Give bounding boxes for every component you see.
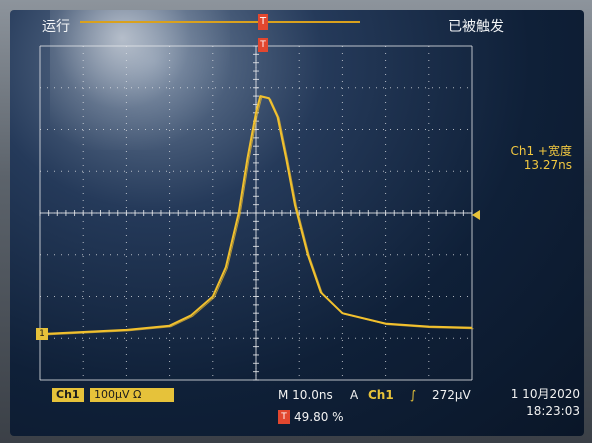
channel-ground-marker: 1 [36,328,48,340]
horizontal-position-icon: T [278,410,290,424]
trigger-position-marker: T [258,38,268,52]
time-base-readout: M 10.0ns [278,388,333,402]
measurement-label: Ch1 +宽度 [510,144,573,158]
graticule-and-waveform [39,45,474,381]
date-readout: 1 10月2020 [510,387,580,401]
trigger-edge-icon: ∫ [410,388,417,402]
acquisition-status: 运行 [42,19,70,35]
measurement-value: 13.27ns [523,158,572,172]
status-bar: Ch1 100μV Ω M 10.0ns A Ch1 ∫ 272μV T 49.… [10,386,584,436]
trigger-sequence: A [350,388,359,402]
trigger-source: Ch1 [368,388,394,402]
scope-screen: 运行 T 已被触发 T 1 Ch1 +宽度 13.27ns Ch1 100μV … [10,10,584,436]
waveform-trace-echo [41,96,474,336]
channel-label: Ch1 [52,388,84,402]
trigger-level: 272μV [432,388,471,402]
channel-scale: 100μV Ω [90,388,174,402]
horizontal-position: 49.80 % [294,410,344,424]
record-position-bar [80,21,360,23]
trigger-level-arrow [472,210,480,220]
time-readout: 18:23:03 [526,404,580,418]
channel-impedance: Ω [133,388,142,401]
measurement-readout: Ch1 +宽度 13.27ns [488,144,573,172]
channel-scale-value: 100μV [94,388,130,401]
trigger-position-top-marker: T [258,14,268,30]
trigger-status: 已被触发 [448,19,504,35]
